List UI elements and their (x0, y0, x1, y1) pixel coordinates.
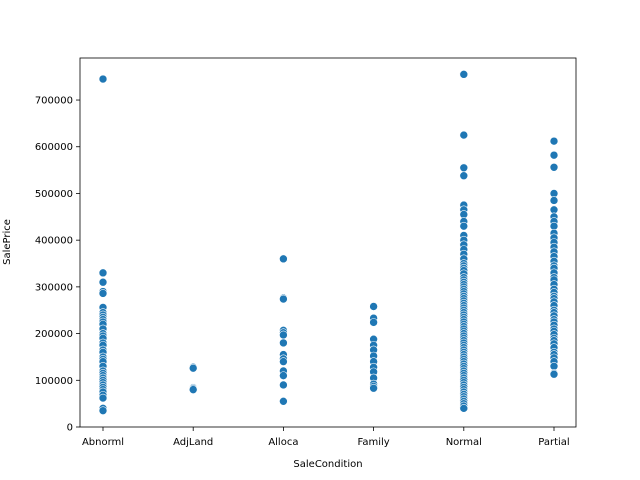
y-tick-label: 100000 (35, 376, 73, 387)
data-point (279, 397, 288, 406)
y-tick-label: 0 (67, 423, 73, 434)
data-point (549, 196, 559, 205)
data-point (98, 289, 108, 298)
data-point (369, 383, 378, 393)
data-point (279, 371, 288, 380)
data-point (279, 254, 288, 264)
y-tick-label: 500000 (35, 189, 73, 200)
data-point (98, 277, 108, 287)
data-point (279, 294, 288, 304)
y-tick-label: 300000 (35, 282, 73, 293)
x-tick-label: Abnorml (82, 437, 124, 448)
y-tick-label: 700000 (35, 96, 73, 107)
data-point (279, 338, 288, 348)
data-point (98, 74, 108, 84)
data-point (459, 163, 469, 173)
data-point (188, 385, 198, 394)
y-tick-label: 400000 (35, 236, 73, 247)
data-point (549, 150, 559, 160)
plot-frame (79, 57, 577, 428)
data-point (279, 357, 288, 366)
data-point (98, 406, 108, 415)
data-point (369, 318, 378, 327)
data-point (369, 302, 378, 311)
data-point (459, 171, 469, 181)
data-point (188, 363, 198, 373)
x-tick-label: AdjLand (173, 437, 213, 448)
data-point (98, 268, 108, 278)
x-tick-label: Alloca (268, 437, 298, 448)
data-point (549, 136, 559, 146)
x-tick-label: Normal (446, 437, 482, 448)
y-tick-label: 200000 (35, 329, 73, 340)
data-point (549, 369, 559, 379)
data-point (279, 380, 288, 390)
x-axis-label: SaleCondition (293, 459, 362, 470)
data-point (459, 221, 469, 231)
x-tick-label: Partial (538, 437, 569, 448)
data-point (459, 404, 469, 413)
data-point (98, 393, 108, 403)
data-point (459, 130, 469, 140)
y-tick-label: 600000 (35, 142, 73, 153)
x-axis-ticks: Abnorml AdjLand Alloca Family Normal Partial (82, 427, 570, 448)
x-tick-label: Family (358, 437, 390, 448)
y-axis-label: SalePrice (2, 219, 13, 265)
data-point (279, 330, 288, 340)
data-points (98, 70, 559, 415)
y-axis-ticks: 0 100000 200000 300000 400000 500000 600000 700… (35, 96, 80, 434)
data-point (549, 162, 559, 172)
data-point (459, 70, 469, 79)
